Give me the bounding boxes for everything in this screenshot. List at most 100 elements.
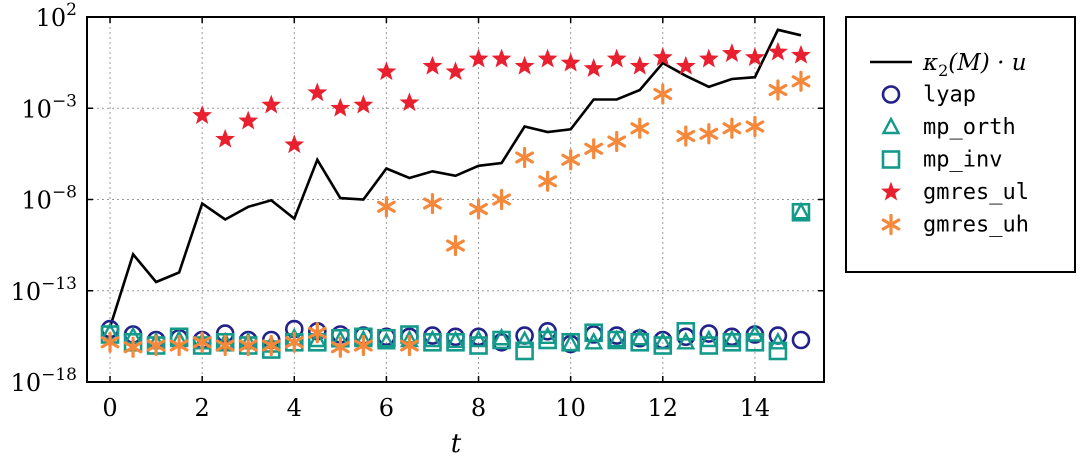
x-tick-label: 8: [471, 394, 486, 422]
gmres-uh-marker: [745, 115, 765, 138]
asterisk-stroke: [261, 339, 281, 352]
gmres-uh-marker: [400, 334, 419, 357]
gmres-uh-marker: [791, 70, 811, 92]
mp-orth-marker: [422, 329, 442, 348]
gmres-uh-marker: [261, 334, 281, 357]
gmres-uh-marker: [238, 334, 258, 357]
gmres-ul-marker: [675, 55, 696, 75]
gmres-ul-marker: [606, 48, 627, 68]
mp-orth-marker: [722, 329, 742, 348]
asterisk-stroke: [492, 193, 511, 206]
series-gmres-uh: [100, 70, 811, 358]
gmres-ul-marker: [721, 43, 742, 62]
gmres-uh-marker: [169, 334, 189, 357]
gmres-uh-marker: [100, 331, 120, 353]
gmres-uh-marker: [607, 130, 627, 153]
legend-marker: [881, 213, 901, 236]
x-tick-label: 12: [648, 394, 679, 422]
gmres-ul-marker: [261, 94, 282, 114]
gmres-ul-marker: [284, 134, 305, 154]
axes: 0 2 4 6 8 10 12 14 102 10−3 10−8 10−13 10−18: [11, 0, 824, 422]
mp-inv-marker: [630, 332, 650, 352]
gmres-uh-marker: [423, 192, 442, 215]
gmres-ul-marker: [583, 58, 604, 77]
asterisk-stroke: [238, 339, 258, 352]
legend-marker: [881, 181, 901, 201]
legend-marker: [881, 85, 901, 104]
mp-orth-marker: [492, 327, 512, 346]
gmres-uh-marker: [699, 123, 719, 145]
series--2-m-u: [108, 28, 802, 328]
gmres-ul-marker: [698, 48, 719, 68]
y-tick-label: 10−13: [11, 274, 77, 306]
asterisk-stroke: [881, 218, 901, 231]
mp-orth-marker: [791, 201, 811, 220]
mp-orth-marker: [630, 327, 650, 346]
asterisk-stroke: [745, 120, 765, 133]
x-tick-label: 10: [555, 394, 586, 422]
x-tick-label: 2: [195, 394, 210, 422]
series-layer: [100, 28, 811, 361]
gmres-ul-marker: [192, 105, 213, 124]
asterisk-stroke: [307, 326, 327, 339]
mp-orth-marker: [515, 330, 535, 349]
legend-label: mp_inv: [923, 148, 1002, 173]
asterisk-stroke: [630, 122, 650, 135]
gmres-uh-marker: [538, 170, 558, 192]
gmres-uh-marker: [630, 117, 650, 139]
gmres-uh-marker: [446, 234, 465, 257]
gmres-ul-marker: [307, 82, 328, 102]
gmres-uh-marker: [561, 149, 581, 171]
gmres-uh-marker: [676, 125, 696, 147]
legend-entry--2-m-u: κ2(M) · u: [870, 50, 1027, 80]
gmres-uh-marker: [284, 331, 304, 353]
mp-inv-marker: [607, 330, 627, 350]
mp-inv-marker: [538, 330, 557, 350]
gmres-ul-marker: [330, 97, 351, 117]
asterisk-stroke: [330, 341, 350, 354]
mp-inv-marker: [446, 332, 465, 352]
gmres-uh-marker: [307, 322, 327, 344]
gmres-ul-marker: [744, 47, 765, 66]
asterisk-stroke: [446, 239, 465, 252]
asterisk-stroke: [791, 75, 811, 88]
mp-orth-marker: [307, 329, 327, 348]
gmres-uh-marker: [353, 334, 373, 357]
mp-inv-marker: [584, 323, 603, 343]
mp-inv-marker: [492, 330, 511, 350]
legend-label: κ2(M) · u: [922, 50, 1027, 80]
gmres-ul-marker: [629, 55, 650, 75]
asterisk-stroke: [353, 339, 373, 352]
asterisk-stroke: [123, 341, 143, 354]
asterisk-stroke: [515, 151, 534, 164]
asterisk-stroke: [768, 83, 788, 97]
gmres-uh-marker: [768, 79, 788, 101]
asterisk-stroke: [469, 202, 488, 216]
asterisk-stroke: [676, 129, 696, 143]
x-axis-label: t: [451, 429, 462, 459]
gmres-ul-marker: [468, 48, 489, 68]
gmres-ul-marker: [422, 55, 443, 75]
x-tick-label: 4: [287, 394, 302, 422]
kappa-line: [108, 28, 802, 328]
gmres-ul-marker: [791, 44, 811, 64]
mp-orth-marker: [445, 330, 466, 349]
mp-orth-marker: [653, 331, 673, 350]
legend-label: gmres_uh: [923, 213, 1029, 238]
mp-inv-marker: [791, 202, 811, 222]
mp-inv-marker: [699, 336, 719, 355]
series-gmres-ul: [192, 41, 811, 154]
gmres-uh-marker: [123, 336, 143, 358]
x-tick-label: 0: [102, 394, 117, 422]
mp-inv-marker: [745, 332, 765, 352]
legend-entry-mp-inv: mp_inv: [881, 148, 1002, 173]
asterisk-stroke: [284, 336, 304, 349]
asterisk-stroke: [538, 175, 558, 188]
gmres-ul-marker: [560, 52, 581, 72]
legend-label: gmres_ul: [923, 180, 1029, 205]
mp-orth-marker: [376, 331, 396, 350]
mp-orth-marker: [469, 329, 489, 348]
gmres-uh-marker: [192, 331, 212, 353]
mp-inv-marker: [469, 336, 488, 355]
gmres-uh-marker: [146, 334, 166, 357]
